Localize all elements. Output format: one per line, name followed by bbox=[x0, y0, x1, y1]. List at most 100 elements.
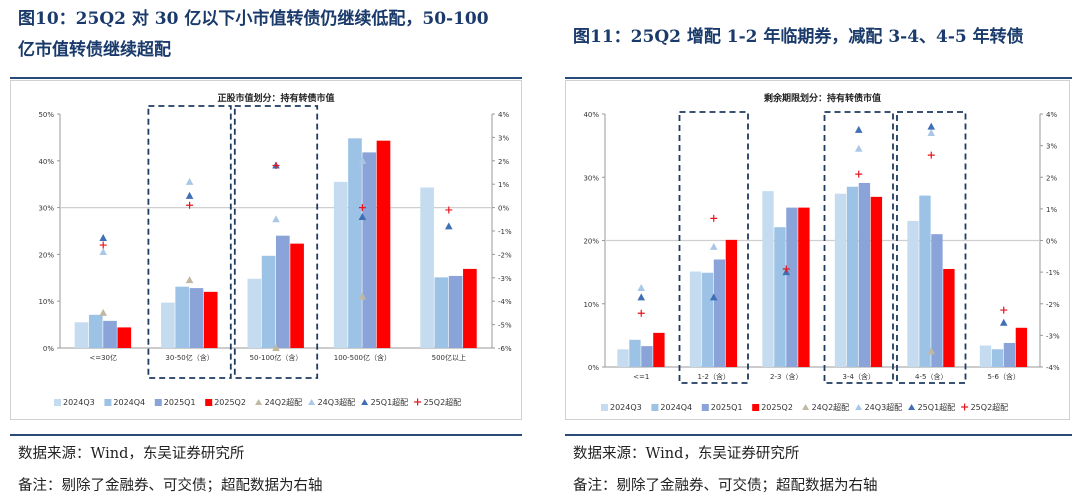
figure-title: 图11：25Q2 增配 1-2 年临期券，减配 3-4、4-5 年转债 bbox=[573, 27, 1024, 47]
marker-24Q3超配 bbox=[854, 144, 863, 152]
legend-label: 25Q2超配 bbox=[971, 402, 1009, 412]
bar-2024Q3 bbox=[247, 278, 262, 348]
marker-24Q2超配 bbox=[99, 308, 107, 316]
legend-swatch bbox=[104, 399, 112, 406]
legend-swatch bbox=[752, 404, 760, 411]
bar-2025Q2 bbox=[203, 291, 218, 348]
bar-2024Q4 bbox=[261, 255, 276, 348]
marker-25Q1超配 bbox=[999, 318, 1008, 326]
x-tick-label: 50-100亿（含） bbox=[250, 353, 303, 362]
x-tick-label: 4-5（含） bbox=[915, 372, 947, 381]
bar-2024Q3 bbox=[762, 191, 774, 367]
marker-24Q2超配 bbox=[927, 347, 936, 355]
chart-title: 剩余期限划分：持有转债市值 bbox=[764, 92, 881, 104]
bar-2024Q3 bbox=[333, 181, 348, 348]
bar-2025Q2 bbox=[798, 207, 810, 367]
legend-swatch bbox=[414, 398, 422, 406]
remark-note: 备注：剔除了金融券、可交债；超配数据为右轴 bbox=[573, 478, 878, 494]
highlight-box bbox=[678, 111, 749, 384]
bar-2025Q1 bbox=[858, 182, 871, 367]
marker-24Q3超配 bbox=[272, 215, 280, 223]
legend-label: 24Q3超配 bbox=[865, 402, 903, 412]
legend-swatch bbox=[361, 399, 369, 405]
chart-frame bbox=[10, 80, 522, 420]
x-tick-label: 30-50亿（含） bbox=[165, 353, 213, 362]
y2-tick-label: 1% bbox=[498, 181, 509, 189]
legend-swatch bbox=[308, 399, 316, 405]
y2-tick-label: 1% bbox=[1046, 206, 1057, 214]
top-rule bbox=[10, 77, 522, 79]
bar-2024Q4 bbox=[919, 195, 931, 367]
marker-25Q2超配 bbox=[272, 161, 280, 169]
highlight-box bbox=[896, 111, 967, 384]
bar-2024Q4 bbox=[846, 186, 859, 367]
marker-24Q3超配 bbox=[637, 283, 646, 291]
legend-swatch bbox=[255, 399, 263, 405]
bar-2025Q1 bbox=[641, 346, 653, 367]
legend-swatch bbox=[205, 399, 213, 406]
marker-25Q1超配 bbox=[709, 293, 718, 301]
y2-tick-label: 3% bbox=[498, 134, 509, 142]
x-tick-label: <=1 bbox=[633, 373, 649, 381]
marker-24Q2超配 bbox=[272, 344, 280, 351]
legend-swatch bbox=[651, 404, 659, 411]
y-tick-label: 50% bbox=[38, 111, 54, 119]
source-note: 数据来源：Wind，东吴证券研究所 bbox=[18, 446, 245, 462]
bar-2025Q2 bbox=[117, 327, 132, 348]
bar-2025Q2 bbox=[290, 243, 304, 348]
legend-swatch bbox=[601, 404, 608, 411]
y-tick-label: 40% bbox=[38, 158, 54, 166]
x-tick-label: <=30亿 bbox=[89, 353, 117, 362]
y-tick-label: 30% bbox=[38, 205, 54, 213]
y2-tick-label: -4% bbox=[1046, 364, 1060, 372]
marker-25Q1超配 bbox=[99, 234, 107, 242]
legend-swatch bbox=[54, 399, 61, 406]
marker-24Q3超配 bbox=[99, 248, 107, 256]
bottom-rule bbox=[565, 434, 1072, 436]
figure-title: 图10：25Q2 对 30 亿以下小市值转债仍继续低配，50-100 亿市值转债… bbox=[18, 9, 489, 60]
source-note: 数据来源：Wind，东吴证券研究所 bbox=[573, 446, 800, 462]
legend-label: 24Q2超配 bbox=[265, 397, 303, 407]
bar-2025Q2 bbox=[463, 268, 477, 348]
bar-2025Q1 bbox=[713, 259, 726, 367]
legend-swatch bbox=[961, 403, 969, 411]
highlight-box bbox=[233, 105, 319, 379]
marker-25Q2超配 bbox=[637, 309, 645, 317]
legend-label: 24Q2超配 bbox=[812, 402, 850, 412]
y2-tick-label: -1% bbox=[1046, 269, 1060, 277]
x-tick-label: 2-3（含） bbox=[770, 372, 802, 381]
bar-2024Q4 bbox=[629, 339, 641, 367]
marker-25Q2超配 bbox=[358, 204, 366, 212]
y2-tick-label: 2% bbox=[498, 158, 509, 166]
y2-tick-label: -1% bbox=[498, 228, 512, 236]
legend-label: 2024Q4 bbox=[113, 398, 145, 407]
bar-2025Q1 bbox=[448, 275, 463, 348]
y2-tick-label: -3% bbox=[498, 275, 512, 283]
marker-24Q3超配 bbox=[709, 242, 718, 250]
bar-2024Q3 bbox=[420, 187, 434, 348]
marker-25Q2超配 bbox=[99, 241, 107, 249]
bar-2024Q3 bbox=[689, 271, 702, 367]
legend-label: 25Q1超配 bbox=[371, 397, 409, 407]
bar-2025Q1 bbox=[189, 288, 204, 348]
legend-label: 2025Q2 bbox=[214, 398, 246, 407]
bar-2025Q2 bbox=[943, 268, 955, 367]
bar-2024Q3 bbox=[617, 349, 629, 367]
bar-2024Q3 bbox=[834, 193, 847, 367]
remark-note: 备注：剔除了金融券、可交债；超配数据为右轴 bbox=[18, 478, 323, 494]
legend-label: 2024Q4 bbox=[660, 403, 692, 412]
y2-tick-label: -3% bbox=[1046, 332, 1060, 340]
marker-24Q3超配 bbox=[185, 177, 194, 185]
y-tick-label: 10% bbox=[38, 298, 54, 306]
y2-tick-label: 2% bbox=[1046, 174, 1057, 182]
highlight-box bbox=[147, 105, 232, 379]
figure-10: 图10：25Q2 对 30 亿以下小市值转债仍继续低配，50-100 亿市值转债… bbox=[0, 0, 530, 503]
bar-2025Q1 bbox=[1003, 342, 1016, 367]
y-tick-label: 0% bbox=[588, 364, 599, 372]
marker-25Q2超配 bbox=[710, 214, 718, 222]
legend-swatch bbox=[908, 404, 916, 410]
bar-2025Q1 bbox=[103, 320, 117, 348]
bar-2025Q1 bbox=[362, 152, 377, 348]
bar-2025Q2 bbox=[725, 239, 738, 367]
legend-label: 2025Q2 bbox=[761, 403, 793, 412]
